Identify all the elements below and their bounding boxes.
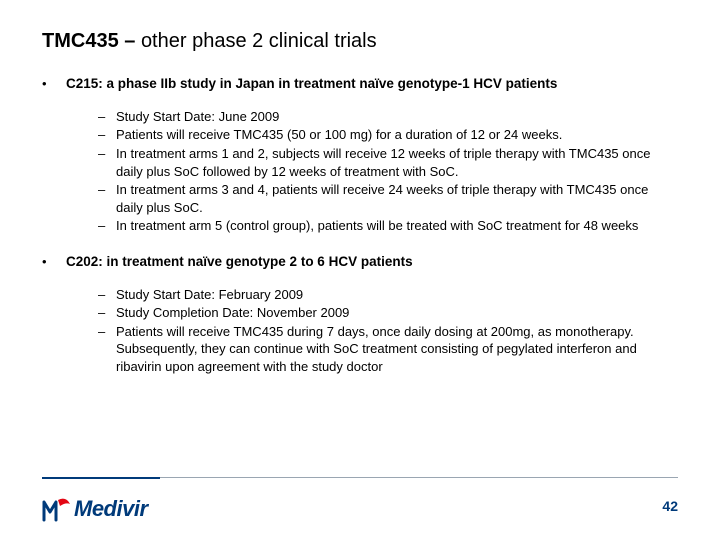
dash-icon: – <box>98 108 116 126</box>
list-item: –Study Completion Date: November 2009 <box>98 304 678 322</box>
section-2-list: –Study Start Date: February 2009 –Study … <box>98 286 678 376</box>
section-1-list: –Study Start Date: June 2009 –Patients w… <box>98 108 678 235</box>
list-item: –In treatment arms 3 and 4, patients wil… <box>98 181 678 216</box>
list-item-text: In treatment arm 5 (control group), pati… <box>116 217 678 235</box>
list-item: –Patients will receive TMC435 during 7 d… <box>98 323 678 376</box>
brand-logo: Medivir <box>42 496 148 522</box>
dash-icon: – <box>98 286 116 304</box>
title-sub: other phase 2 clinical trials <box>141 30 377 52</box>
dash-icon: – <box>98 126 116 144</box>
list-item-text: Study Start Date: February 2009 <box>116 286 678 304</box>
dash-icon: – <box>98 304 116 322</box>
dash-icon: – <box>98 323 116 341</box>
list-item: –Study Start Date: February 2009 <box>98 286 678 304</box>
logo-text: Medivir <box>74 496 148 522</box>
slide: TMC435 – other phase 2 clinical trials •… <box>0 0 720 540</box>
section-2: • C202: in treatment naïve genotype 2 to… <box>42 253 678 376</box>
slide-title: TMC435 – other phase 2 clinical trials <box>42 30 678 53</box>
list-item: –Study Start Date: June 2009 <box>98 108 678 126</box>
dash-icon: – <box>98 181 116 199</box>
list-item-text: Study Start Date: June 2009 <box>116 108 678 126</box>
logo-mark-icon <box>42 496 72 522</box>
title-main: TMC435 – <box>42 30 141 52</box>
list-item-text: Study Completion Date: November 2009 <box>116 304 678 322</box>
bullet-icon: • <box>42 253 66 271</box>
list-item: –In treatment arm 5 (control group), pat… <box>98 217 678 235</box>
list-item: –In treatment arms 1 and 2, subjects wil… <box>98 145 678 180</box>
page-number: 42 <box>662 498 678 514</box>
list-item-text: In treatment arms 3 and 4, patients will… <box>116 181 678 216</box>
section-1-heading: C215: a phase IIb study in Japan in trea… <box>66 75 557 94</box>
footer-divider <box>42 477 678 478</box>
bullet-icon: • <box>42 75 66 93</box>
section-1: • C215: a phase IIb study in Japan in tr… <box>42 75 678 235</box>
list-item-text: Patients will receive TMC435 during 7 da… <box>116 323 678 376</box>
section-2-heading: C202: in treatment naïve genotype 2 to 6… <box>66 253 413 272</box>
dash-icon: – <box>98 145 116 163</box>
list-item-text: In treatment arms 1 and 2, subjects will… <box>116 145 678 180</box>
section-1-header-row: • C215: a phase IIb study in Japan in tr… <box>42 75 678 94</box>
section-2-header-row: • C202: in treatment naïve genotype 2 to… <box>42 253 678 272</box>
dash-icon: – <box>98 217 116 235</box>
list-item-text: Patients will receive TMC435 (50 or 100 … <box>116 126 678 144</box>
list-item: –Patients will receive TMC435 (50 or 100… <box>98 126 678 144</box>
